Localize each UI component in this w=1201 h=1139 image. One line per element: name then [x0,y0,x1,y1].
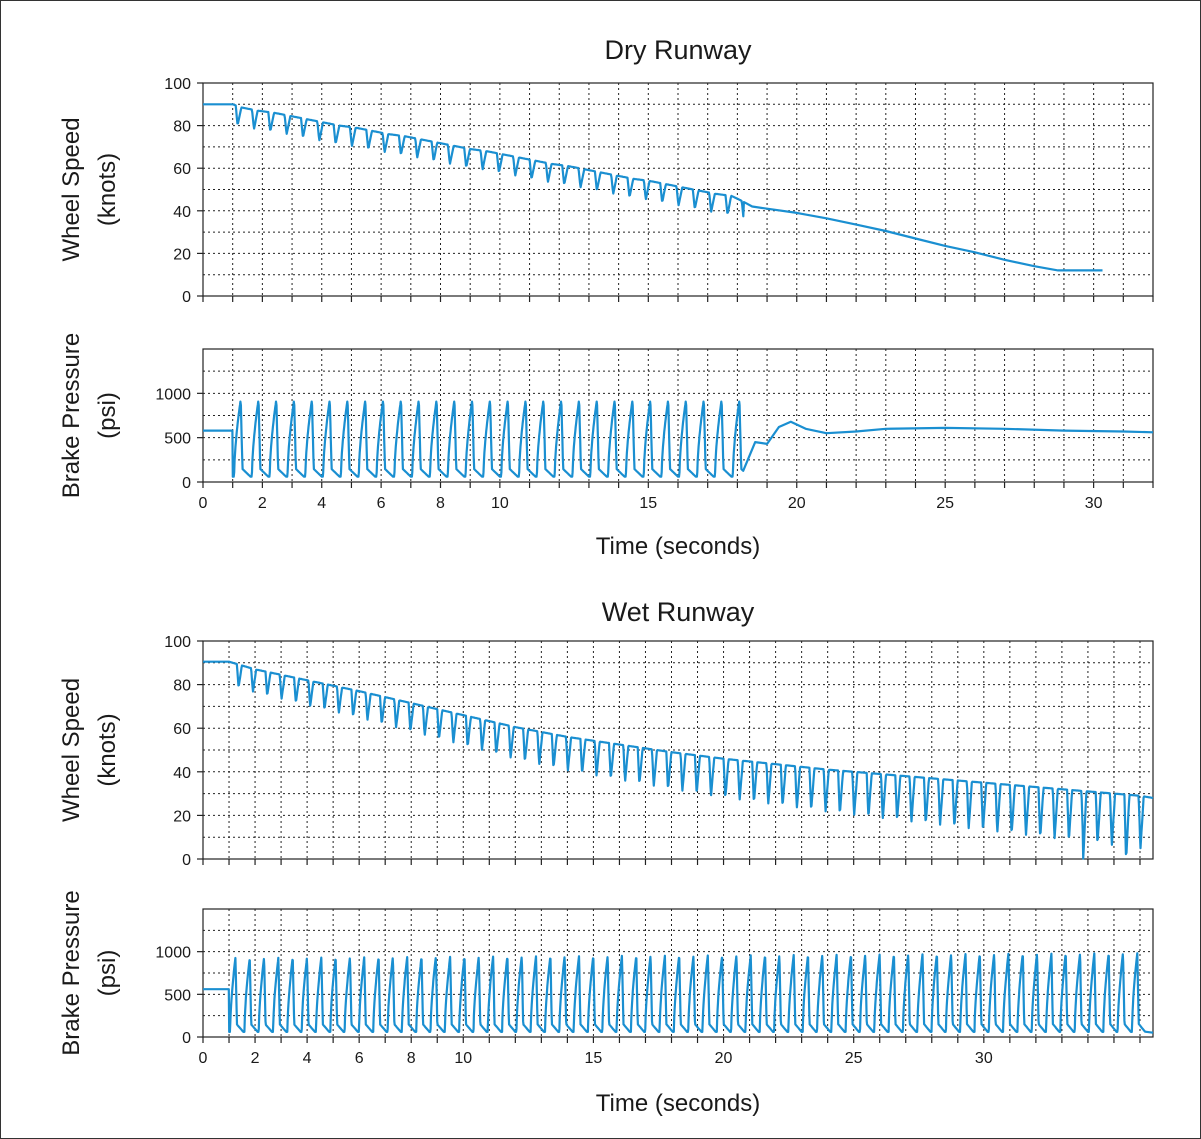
y-tick-label: 80 [173,119,191,136]
x-tick-label: 6 [355,1050,364,1067]
y-axis-label: Brake Pressure (psi) [58,333,121,498]
series-line [202,400,1154,478]
y-axis-label-line: (knots) [94,713,121,786]
chart-title: Dry Runway [604,35,752,65]
x-tick-label: 20 [715,1050,733,1067]
x-tick-label: 15 [639,495,657,512]
series-line [202,660,1154,860]
y-tick-label: 500 [164,431,191,448]
x-tick-label: 30 [1085,495,1103,512]
chart-title: Wet Runway [602,597,755,627]
x-tick-label: 10 [454,1050,472,1067]
series-line [202,103,1103,272]
y-tick-label: 40 [173,204,191,221]
x-tick-label: 4 [303,1050,312,1067]
y-tick-label: 20 [173,246,191,263]
y-tick-label: 0 [182,289,191,306]
y-axis-label-line: Wheel Speed [58,678,85,822]
x-tick-label: 0 [199,495,208,512]
y-tick-label: 0 [182,475,191,492]
y-axis-label-line: Brake Pressure [58,333,85,498]
x-tick-label: 2 [258,495,267,512]
y-axis-label-line: (psi) [94,950,121,997]
x-tick-label: 10 [491,495,509,512]
y-axis-label-line: (knots) [94,153,121,226]
x-tick-label: 8 [407,1050,416,1067]
x-tick-label: 8 [436,495,445,512]
y-axis-label: Brake Pressure (psi) [58,890,121,1055]
x-tick-label: 15 [585,1050,603,1067]
x-tick-label: 20 [788,495,806,512]
y-axis-label-line: Wheel Speed [58,117,85,261]
y-tick-label: 1000 [155,945,191,962]
x-tick-label: 30 [975,1050,993,1067]
y-axis-label-line: (psi) [94,392,121,439]
y-axis-label-line: Brake Pressure [58,890,85,1055]
y-tick-label: 100 [164,76,191,93]
x-tick-label: 2 [251,1050,260,1067]
y-axis-label: Wheel Speed (knots) [58,678,121,822]
x-tick-label: 25 [845,1050,863,1067]
x-tick-label: 4 [317,495,326,512]
x-tick-label: 6 [377,495,386,512]
series-line [202,952,1154,1034]
y-tick-label: 20 [173,808,191,825]
y-tick-label: 1000 [155,386,191,403]
y-tick-label: 0 [182,1030,191,1047]
y-tick-label: 100 [164,634,191,651]
x-axis-label: Time (seconds) [596,533,760,560]
x-axis-label: Time (seconds) [596,1090,760,1117]
y-axis-label: Wheel Speed (knots) [58,117,121,261]
y-tick-label: 60 [173,721,191,738]
x-tick-label: 25 [936,495,954,512]
y-tick-label: 80 [173,678,191,695]
x-tick-label: 0 [199,1050,208,1067]
y-tick-label: 0 [182,852,191,869]
y-tick-label: 40 [173,765,191,782]
y-tick-label: 60 [173,161,191,178]
y-tick-label: 500 [164,987,191,1004]
